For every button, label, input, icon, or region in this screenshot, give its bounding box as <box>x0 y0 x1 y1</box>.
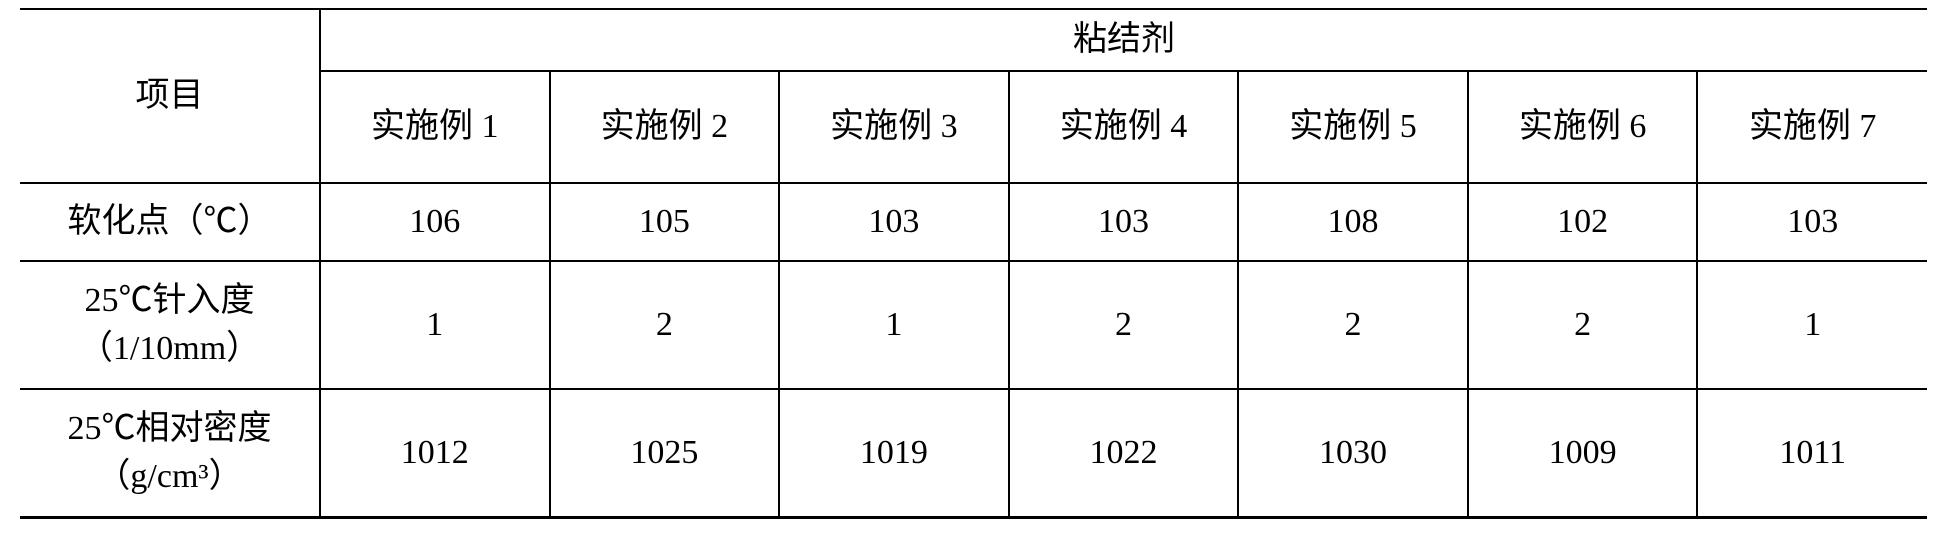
col-header-ex1: 实施例 1 <box>320 71 550 183</box>
row-label-line2: （g/cm³） <box>20 453 319 501</box>
cell: 1022 <box>1009 389 1239 517</box>
cell: 2 <box>1009 261 1239 389</box>
row-label: 25℃相对密度 （g/cm³） <box>20 389 320 517</box>
row-label-line1: 25℃相对密度 <box>20 405 319 453</box>
table-header-row-1: 项目 粘结剂 <box>20 9 1927 71</box>
col-header-item: 项目 <box>20 9 320 183</box>
cell: 1 <box>779 261 1009 389</box>
table-row: 25℃相对密度 （g/cm³） 1012 1025 1019 1022 1030… <box>20 389 1927 517</box>
cell: 103 <box>779 183 1009 261</box>
cell: 2 <box>1238 261 1468 389</box>
cell: 103 <box>1009 183 1239 261</box>
cell: 1009 <box>1468 389 1698 517</box>
cell: 1 <box>1697 261 1927 389</box>
cell: 103 <box>1697 183 1927 261</box>
col-header-ex2: 实施例 2 <box>550 71 780 183</box>
col-header-ex7: 实施例 7 <box>1697 71 1927 183</box>
cell: 106 <box>320 183 550 261</box>
col-header-ex5: 实施例 5 <box>1238 71 1468 183</box>
cell: 1 <box>320 261 550 389</box>
cell: 105 <box>550 183 780 261</box>
table-row: 25℃针入度 （1/10mm） 1 2 1 2 2 2 1 <box>20 261 1927 389</box>
row-label: 25℃针入度 （1/10mm） <box>20 261 320 389</box>
cell: 1025 <box>550 389 780 517</box>
cell: 102 <box>1468 183 1698 261</box>
col-header-ex6: 实施例 6 <box>1468 71 1698 183</box>
cell: 108 <box>1238 183 1468 261</box>
data-table: 项目 粘结剂 实施例 1 实施例 2 实施例 3 实施例 4 实施例 5 实施例… <box>20 8 1927 519</box>
table-row: 软化点（℃） 106 105 103 103 108 102 103 <box>20 183 1927 261</box>
cell: 2 <box>550 261 780 389</box>
col-header-ex4: 实施例 4 <box>1009 71 1239 183</box>
row-label-line1: 软化点（℃） <box>20 198 319 246</box>
cell: 1019 <box>779 389 1009 517</box>
row-label: 软化点（℃） <box>20 183 320 261</box>
cell: 2 <box>1468 261 1698 389</box>
table-container: 项目 粘结剂 实施例 1 实施例 2 实施例 3 实施例 4 实施例 5 实施例… <box>0 0 1947 555</box>
row-label-line1: 25℃针入度 <box>20 277 319 325</box>
cell: 1030 <box>1238 389 1468 517</box>
col-header-ex3: 实施例 3 <box>779 71 1009 183</box>
cell: 1011 <box>1697 389 1927 517</box>
col-header-group: 粘结剂 <box>320 9 1927 71</box>
cell: 1012 <box>320 389 550 517</box>
row-label-line2: （1/10mm） <box>20 325 319 373</box>
